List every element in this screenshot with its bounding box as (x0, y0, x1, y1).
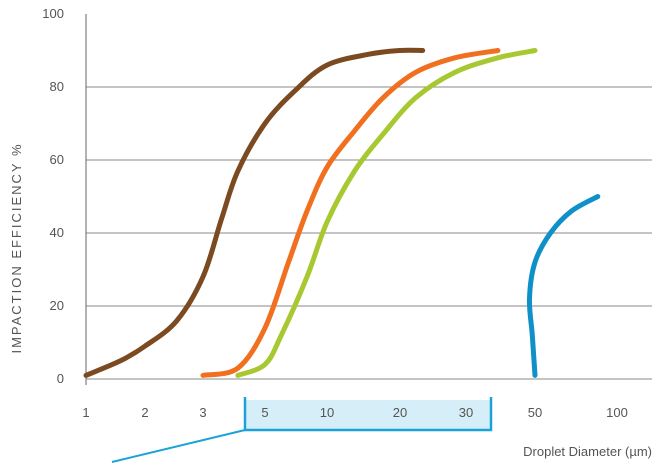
callout-line (111, 429, 246, 463)
x-tick-label: 100 (606, 405, 628, 420)
data-series (83, 47, 601, 378)
series-line-3 (235, 48, 538, 378)
x-tick-label: 3 (199, 405, 206, 420)
x-tick-label: 2 (141, 405, 148, 420)
y-tick-label: 20 (50, 298, 64, 313)
x-tick-label: 5 (261, 405, 268, 420)
y-tick-label: 80 (50, 79, 64, 94)
x-axis-label: Droplet Diameter (µm) (523, 444, 652, 459)
x-tick-labels: 1 2 3 5 10 20 30 50 100 (82, 405, 627, 420)
y-axis-label: IMPACTION EFFICIENCY % (9, 142, 24, 353)
y-tick-label: 60 (50, 152, 64, 167)
x-range-highlight (111, 397, 493, 463)
highlight-bracket (243, 397, 493, 432)
y-tick-labels: 0 20 40 60 80 100 (42, 6, 64, 386)
series-line-4 (526, 194, 601, 378)
x-tick-label: 1 (82, 405, 89, 420)
x-tick-label: 50 (528, 405, 542, 420)
y-tick-label: 40 (50, 225, 64, 240)
x-tick-label: 30 (459, 405, 473, 420)
y-tick-label: 100 (42, 6, 64, 21)
x-tick-label: 20 (393, 405, 407, 420)
grid-lines (86, 86, 652, 380)
series-line-1 (83, 47, 426, 378)
y-tick-label: 0 (57, 371, 64, 386)
highlight-box (245, 400, 491, 430)
x-tick-label: 10 (320, 405, 334, 420)
series-line-2 (200, 48, 501, 378)
